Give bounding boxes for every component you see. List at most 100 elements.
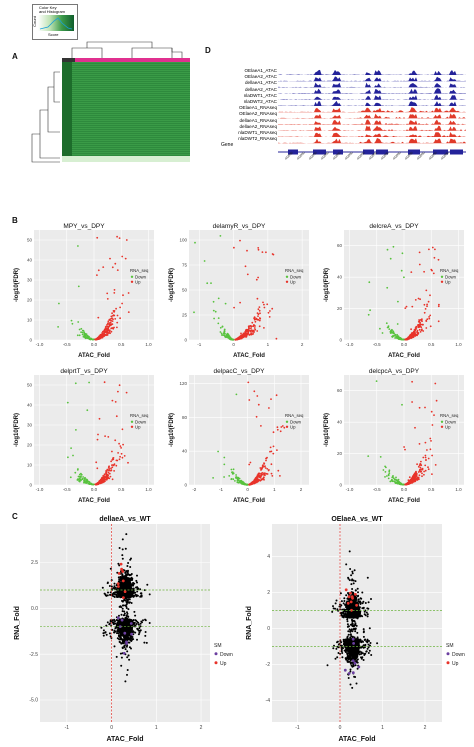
scatter-point	[125, 533, 128, 536]
scatter-point	[113, 593, 116, 596]
scatter-ytick: 0	[267, 626, 270, 632]
volcano-point	[244, 334, 246, 337]
volcano-point	[417, 326, 420, 329]
volcano-point	[418, 478, 420, 481]
scatter-point	[142, 619, 144, 622]
scatter-highlight-point	[117, 572, 121, 575]
volcano-point	[127, 311, 130, 313]
scatter-ytick: -2.5	[29, 652, 38, 658]
volcano-point	[258, 309, 261, 312]
scatter-point	[117, 624, 119, 627]
scatter-point	[113, 645, 116, 648]
volcano-point	[257, 318, 260, 321]
gene-exon	[288, 149, 298, 155]
scatter-point	[133, 623, 136, 625]
volcano-point	[82, 476, 84, 478]
scatter-point	[127, 654, 130, 657]
volcano-xtick: 0.0	[401, 342, 408, 347]
volcano-point	[434, 248, 436, 251]
volcano-point	[81, 333, 84, 336]
scatter-point	[108, 585, 111, 587]
volcano-point	[394, 337, 396, 339]
volcano-point	[94, 483, 97, 486]
scatter-point	[122, 614, 125, 617]
volcano-point	[92, 483, 95, 486]
volcano-point	[249, 330, 252, 333]
scatter-point	[132, 630, 135, 633]
scatter-point	[106, 594, 109, 597]
scatter-point	[108, 632, 111, 635]
track-signal	[278, 88, 466, 94]
scatter-point	[331, 610, 334, 613]
volcano-xtick: -1.0	[346, 487, 354, 492]
volcano-point	[124, 257, 127, 260]
volcano-point	[97, 482, 99, 485]
volcano-point	[111, 315, 114, 317]
volcano-point	[415, 475, 418, 477]
volcano-point	[121, 255, 124, 258]
gene-id-label: AO090	[404, 151, 414, 161]
scatter-point	[120, 628, 123, 631]
volcano-point	[397, 300, 399, 303]
volcano-point	[417, 471, 420, 473]
scatter-point	[102, 629, 105, 632]
track-label: dellaeA2_RNAseq	[239, 123, 277, 129]
scatter-title: OElaeA_vs_WT	[331, 516, 383, 523]
scatter-point	[121, 557, 124, 560]
volcano-point	[76, 334, 79, 337]
volcano-point	[253, 479, 256, 481]
volcano-ytick: 50	[182, 288, 188, 293]
volcano-point	[429, 314, 432, 317]
volcano-point	[424, 469, 427, 472]
volcano-point	[262, 478, 264, 480]
scatter-point	[128, 601, 131, 604]
scatter-point	[131, 583, 134, 586]
scatter-point	[105, 633, 108, 636]
volcano-point	[254, 482, 256, 484]
volcano-point	[106, 325, 109, 328]
volcano-point	[410, 333, 412, 336]
volcano-point	[403, 276, 405, 279]
volcano-point	[112, 310, 115, 312]
volcano-point	[262, 301, 264, 304]
scatter-point	[126, 632, 129, 635]
volcano-point	[71, 322, 74, 325]
volcano-point	[118, 237, 121, 239]
volcano-xtick: -1.0	[346, 342, 354, 347]
track-label: nlaDWT1_RNAseq	[238, 130, 277, 135]
volcano-point	[407, 479, 410, 482]
volcano-xlabel: ATAC_Fold	[78, 498, 110, 504]
scatter-point	[109, 635, 112, 638]
volcano-legend-title: RNA_seq	[285, 268, 304, 273]
volcano-point	[265, 459, 267, 462]
track-signal	[278, 76, 466, 82]
scatter-point	[121, 639, 124, 642]
scatter-point	[126, 577, 129, 580]
scatter-point	[112, 623, 115, 625]
volcano-point	[411, 480, 414, 483]
scatter-point	[120, 656, 123, 659]
volcano-point	[244, 265, 247, 268]
volcano-point	[411, 401, 413, 403]
volcano-point	[246, 273, 249, 276]
scatter-plot: OElaeA_vs_WT-1 0 1 2-4-2024SMDownUpATAC_Fol…	[246, 516, 465, 743]
volcano-point	[232, 473, 234, 475]
scatter-point	[127, 631, 130, 633]
volcano-point	[110, 319, 113, 322]
scatter-point	[126, 673, 128, 676]
volcano-point	[256, 476, 259, 479]
color-key-title: Color Key and Histogram	[39, 5, 66, 14]
scatter-xtick: 0	[110, 725, 113, 731]
panel-letter-c: C	[12, 512, 18, 521]
volcano-point	[119, 306, 121, 309]
volcano-point	[411, 332, 414, 335]
volcano-point	[276, 426, 279, 429]
volcano-point	[110, 318, 112, 320]
volcano-point	[109, 321, 112, 324]
volcano-point	[397, 335, 400, 338]
volcano-point	[275, 337, 278, 340]
volcano-point	[269, 450, 271, 453]
scatter-point	[119, 582, 122, 584]
scatter-point	[132, 595, 135, 598]
volcano-point	[254, 328, 257, 331]
